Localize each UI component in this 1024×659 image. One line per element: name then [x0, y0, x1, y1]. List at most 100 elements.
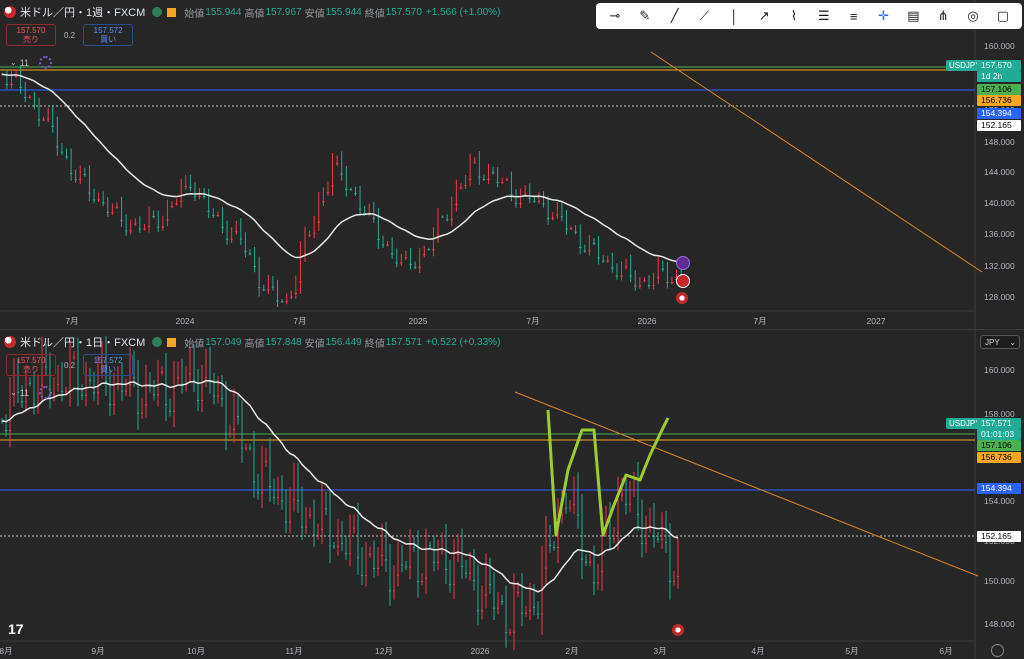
price-tag: 154.394: [977, 108, 1021, 119]
currency-select[interactable]: JPY ⌄: [980, 335, 1020, 349]
sell-price: 157.570: [16, 356, 46, 365]
parallel-channel-icon[interactable]: ▤: [907, 8, 920, 23]
candle: [629, 275, 632, 277]
price-tag: 157.106: [977, 440, 1021, 451]
candle: [540, 613, 544, 615]
indicator-settings-icon[interactable]: [39, 56, 53, 69]
delay-icon: [167, 7, 177, 17]
spread-value: 0.2: [64, 30, 76, 40]
indicator-legend[interactable]: ⌄ 11: [10, 56, 53, 69]
tradingview-logo[interactable]: 17: [8, 621, 24, 637]
close-label: 終値: [364, 338, 385, 350]
daily-chart-canvas[interactable]: 160.000158.000156.000154.000152.000150.0…: [0, 330, 1024, 659]
event-us-flag-icon[interactable]: [672, 624, 684, 636]
candle: [427, 249, 431, 251]
chart-settings-icon[interactable]: [991, 644, 1004, 657]
candle: [84, 394, 88, 396]
candle: [565, 228, 568, 230]
fib-icon[interactable]: ≡: [849, 8, 858, 24]
crosshair-icon[interactable]: ✛: [878, 8, 889, 23]
candle: [14, 75, 18, 77]
candle: [299, 281, 302, 283]
price-tag: 152.165: [977, 531, 1021, 542]
chevron-down-icon[interactable]: ⌄: [10, 388, 17, 397]
candle: [377, 239, 380, 241]
double-bottom-pattern: [546, 409, 670, 537]
brush-icon[interactable]: ✎: [639, 8, 651, 23]
candle: [144, 404, 148, 406]
candle: [262, 289, 265, 291]
weekly-chart-pane[interactable]: 160.000156.000152.000148.000144.000140.0…: [0, 0, 1024, 330]
symbol-title[interactable]: 米ドル／円・1週・FXCM: [20, 7, 146, 19]
price-axis: [975, 330, 1024, 659]
event-lightning-icon[interactable]: [676, 256, 690, 270]
horizontal-ray-icon[interactable]: ⊸: [609, 8, 621, 23]
candle: [352, 527, 356, 529]
circle-icon[interactable]: ◎: [967, 8, 979, 23]
buy-button[interactable]: 157.572 買い: [83, 24, 134, 46]
candle: [42, 119, 45, 121]
candle: [304, 526, 308, 528]
low-value: 155.944: [325, 6, 362, 18]
candle: [4, 430, 8, 432]
candle: [620, 275, 623, 277]
high-value: 157.967: [265, 6, 302, 18]
chevron-down-icon[interactable]: ⌄: [10, 58, 17, 67]
candle: [583, 250, 586, 252]
candle: [652, 536, 656, 538]
candle: [546, 217, 550, 219]
candle: [292, 499, 296, 501]
indicator-settings-icon[interactable]: [39, 386, 53, 399]
candle: [537, 200, 541, 202]
horizontal-lines-icon[interactable]: ☰: [818, 8, 830, 23]
sell-button[interactable]: 157.570 売り: [6, 354, 56, 376]
candle: [10, 84, 13, 86]
candle: [356, 557, 360, 559]
price-tag: 156.736: [977, 95, 1021, 106]
candle: [612, 538, 616, 540]
vertical-line-icon[interactable]: │: [730, 8, 739, 24]
candle: [317, 221, 320, 223]
trend-line-icon[interactable]: ╱: [670, 8, 679, 23]
daily-legend: 米ドル／円・1日・FXCM 始値 157.049 高値 157.848 安値 156.…: [4, 334, 500, 350]
event-us-flag-icon[interactable]: [676, 292, 688, 304]
indicator-legend[interactable]: ⌄ 11: [10, 386, 53, 399]
candle: [280, 500, 284, 502]
candle: [628, 503, 632, 505]
weekly-chart-canvas[interactable]: 160.000156.000152.000148.000144.000140.0…: [0, 0, 1024, 329]
downtrend-line: [650, 51, 983, 273]
price-tag: 157.570: [977, 60, 1021, 71]
sell-button[interactable]: 157.570 売り: [6, 24, 56, 46]
candle: [584, 561, 588, 563]
candle: [404, 257, 408, 259]
candle: [28, 382, 32, 384]
candle: [344, 553, 348, 555]
buy-button[interactable]: 157.572 買い: [83, 354, 134, 376]
candle: [644, 542, 648, 544]
candle: [491, 172, 495, 174]
candle: [288, 521, 292, 523]
ray-icon[interactable]: ↗: [758, 8, 770, 23]
trade-panel: 157.570 売り 0.2 157.572 買い: [6, 24, 134, 46]
candle: [666, 281, 669, 283]
buy-price: 157.572: [93, 26, 123, 35]
candle: [143, 228, 146, 230]
candle: [372, 217, 376, 219]
event-target-icon[interactable]: [676, 274, 690, 288]
extended-line-icon[interactable]: ⟋: [699, 8, 709, 23]
candle: [152, 216, 155, 218]
candle: [326, 192, 330, 194]
candle: [60, 151, 64, 153]
daily-chart-pane[interactable]: 160.000158.000156.000154.000152.000150.0…: [0, 330, 1024, 659]
symbol-title[interactable]: 米ドル／円・1日・FXCM: [20, 337, 146, 349]
x-tick-label: 4月: [751, 646, 764, 656]
pitchfork-icon[interactable]: ⋔: [937, 8, 949, 23]
x-tick-label: 7月: [753, 316, 766, 326]
rectangle-icon[interactable]: ▢: [996, 8, 1010, 23]
candle: [656, 277, 660, 279]
candle: [179, 200, 183, 202]
change-value: +0.522 (+0.33%): [425, 336, 501, 348]
candle: [20, 401, 24, 403]
candle: [184, 185, 187, 187]
polyline-icon[interactable]: ⌇: [790, 8, 798, 23]
